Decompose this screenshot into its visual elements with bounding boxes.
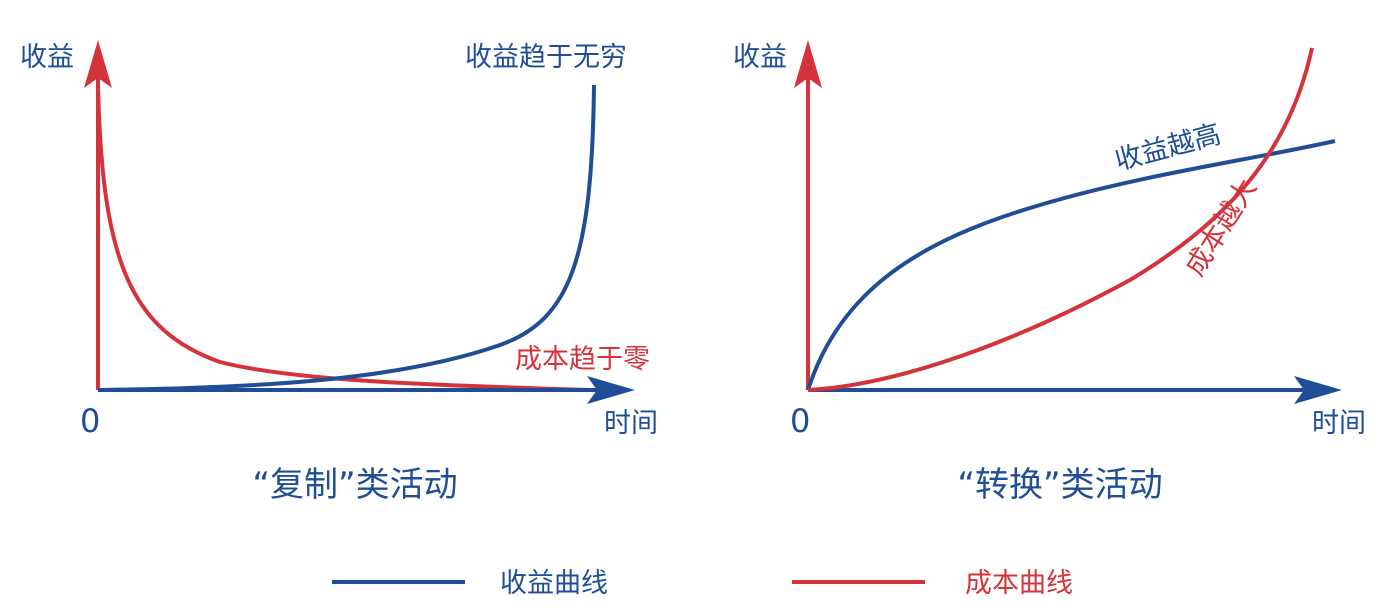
left-revenue-annotation: 收益趋于无穷 [465,42,627,73]
right-x-axis-arrowhead [1294,376,1342,404]
left-panel: 收益 收益趋于无穷 成本趋于零 0 时间 “复制”类活动 [20,40,658,505]
right-cost-annotation: 成本越大 [1180,174,1264,282]
right-panel-title: “转换”类活动 [957,465,1162,505]
left-revenue-curve [97,84,596,392]
left-cost-annotation: 成本趋于零 [515,344,650,375]
left-cost-curve [96,84,591,392]
left-origin-label: 0 [80,402,100,440]
left-y-axis-arrowhead [84,40,112,88]
right-y-axis-label: 收益 [733,42,787,73]
right-y-axis-arrowhead [794,40,822,88]
right-revenue-curve [806,139,1336,391]
right-origin-label: 0 [790,402,810,440]
left-x-axis-label: 时间 [604,408,658,439]
legend-revenue-label: 收益曲线 [500,568,608,599]
right-panel: 收益 收益越高 成本越大 0 时间 “转换”类活动 [733,40,1366,505]
left-panel-title: “复制”类活动 [252,465,457,505]
left-x-axis-arrowhead [587,376,635,404]
legend: 收益曲线 成本曲线 [332,568,1073,599]
legend-cost-label: 成本曲线 [965,568,1073,599]
left-y-axis-label: 收益 [20,42,74,73]
right-x-axis-label: 时间 [1312,408,1366,439]
right-cost-curve [807,47,1314,392]
